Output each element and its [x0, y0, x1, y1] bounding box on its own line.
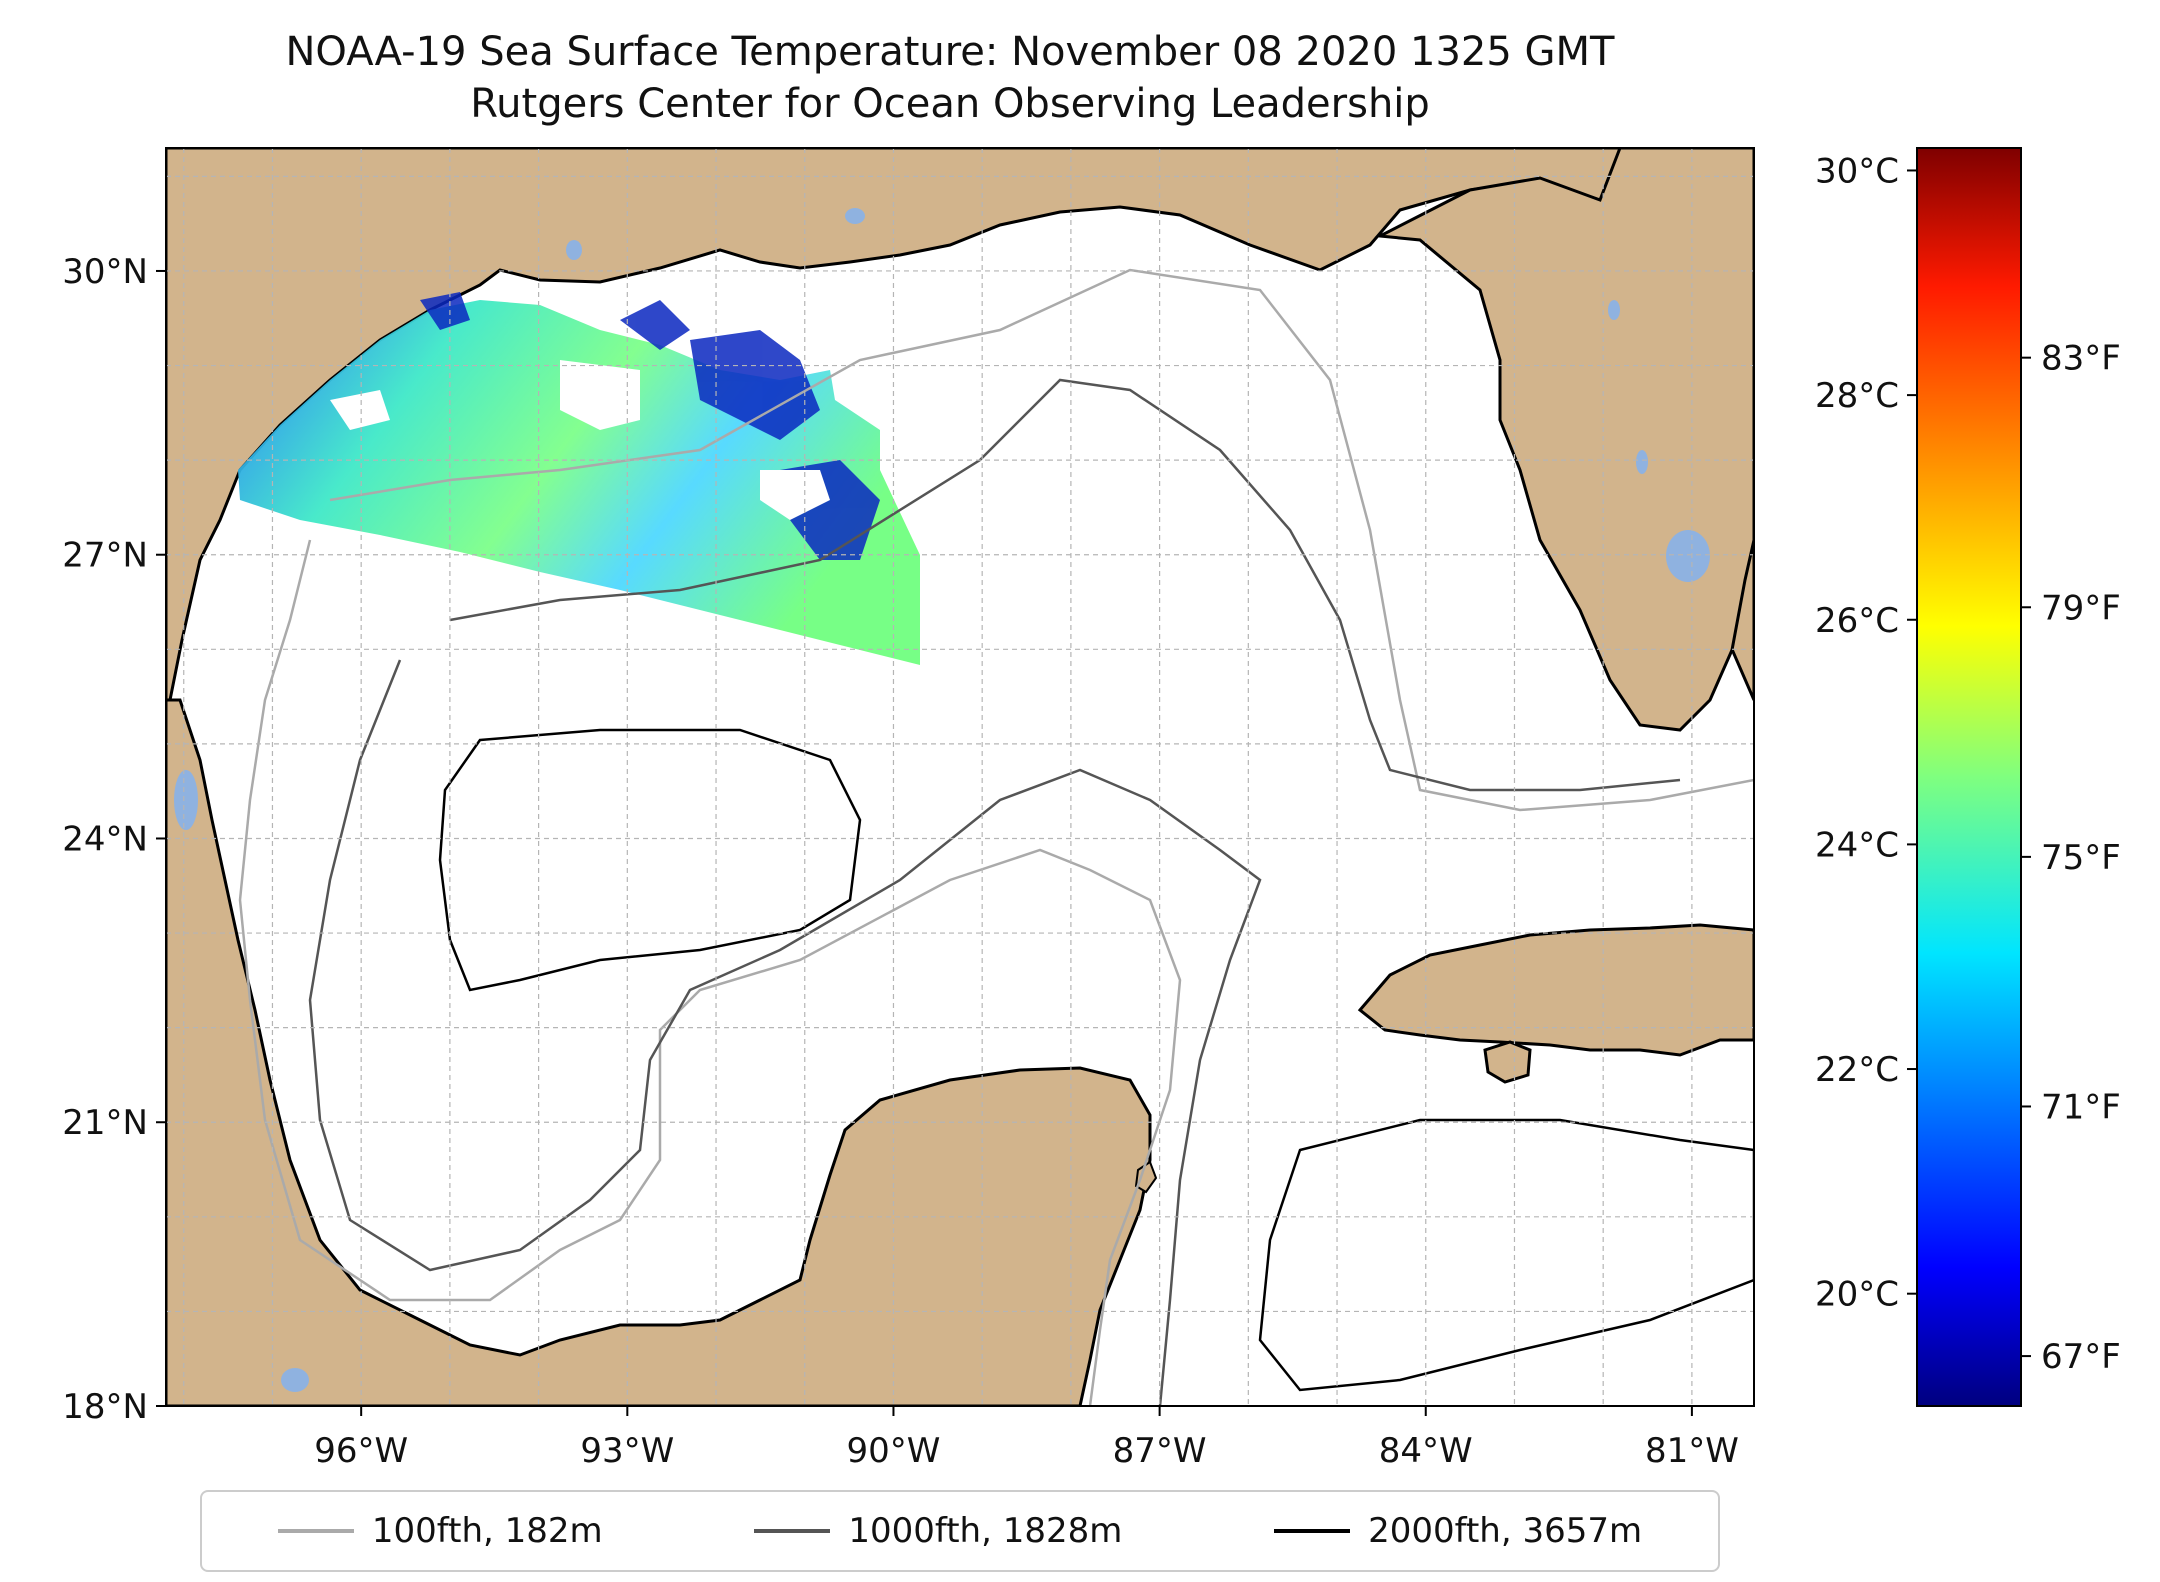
lat-tick-label: 18°N — [62, 1387, 148, 1427]
legend-line-icon — [277, 1529, 354, 1533]
legend-item-2000fth: 2000fth, 3657m — [1274, 1511, 1642, 1551]
legend-label: 100fth, 182m — [371, 1511, 603, 1551]
celsius-tick-label: 28°C — [1815, 376, 1899, 416]
legend-label: 1000fth, 1828m — [848, 1511, 1123, 1551]
contour-100fth — [238, 268, 1754, 1406]
contour-1000fth — [308, 378, 1681, 1406]
colorbar-ticks: 30°C 28°C 26°C 24°C 22°C 20°C 83°F 79°F 75°F 71°F… — [1815, 151, 2121, 1377]
lon-tick-label: 90°W — [847, 1431, 941, 1471]
map-ticks: 30°N 27°N 24°N 21°N 18°N 96°W 93°W 90°W 87°W 84°W… — [62, 252, 1739, 1471]
fahrenheit-tick-label: 79°F — [2041, 588, 2121, 628]
fahrenheit-tick-label: 83°F — [2041, 339, 2121, 379]
lat-tick-label: 27°N — [62, 536, 148, 576]
celsius-tick-label: 26°C — [1815, 601, 1899, 641]
land-florida — [1374, 148, 1754, 732]
legend-item-1000fth: 1000fth, 1828m — [754, 1511, 1122, 1551]
lat-tick-label: 21°N — [62, 1103, 148, 1143]
legend-item-100fth: 100fth, 182m — [277, 1511, 603, 1551]
lakes — [174, 208, 1710, 1392]
fahrenheit-tick-label: 71°F — [2041, 1087, 2121, 1127]
legend-line-icon — [1274, 1529, 1351, 1533]
lon-tick-label: 84°W — [1379, 1431, 1473, 1471]
chart-subtitle: Rutgers Center for Ocean Observing Leade… — [470, 81, 1430, 127]
lon-tick-label: 93°W — [580, 1431, 674, 1471]
celsius-tick-label: 20°C — [1815, 1275, 1899, 1315]
chart-title: NOAA-19 Sea Surface Temperature: Novembe… — [285, 29, 1615, 75]
fahrenheit-tick-label: 67°F — [2041, 1337, 2121, 1377]
celsius-tick-label: 30°C — [1815, 151, 1899, 191]
land-isle-of-youth — [1483, 1040, 1532, 1084]
lat-tick-label: 24°N — [62, 819, 148, 859]
legend-label: 2000fth, 3657m — [1368, 1511, 1643, 1551]
lon-tick-label: 87°W — [1113, 1431, 1207, 1471]
colorbar — [1916, 147, 2022, 1407]
legend-line-icon — [754, 1529, 831, 1533]
lon-tick-label: 81°W — [1645, 1431, 1739, 1471]
map-frame — [165, 147, 1755, 1407]
land-mexico — [166, 698, 1152, 1406]
lon-tick-label: 96°W — [314, 1431, 408, 1471]
contour-2000fth — [438, 728, 1754, 1392]
celsius-tick-label: 24°C — [1815, 825, 1899, 865]
celsius-tick-label: 22°C — [1815, 1050, 1899, 1090]
land-cuba — [1357, 923, 1754, 1057]
land-cozumel — [1134, 1160, 1158, 1194]
sst-swath-cloud-gaps — [330, 360, 830, 520]
gridlines — [166, 148, 1754, 1406]
contour-legend: 100fth, 182m 1000fth, 1828m 2000fth, 365… — [200, 1490, 1720, 1572]
map-area — [166, 148, 1754, 1406]
lat-tick-label: 30°N — [62, 252, 148, 292]
fahrenheit-tick-label: 75°F — [2041, 838, 2121, 878]
